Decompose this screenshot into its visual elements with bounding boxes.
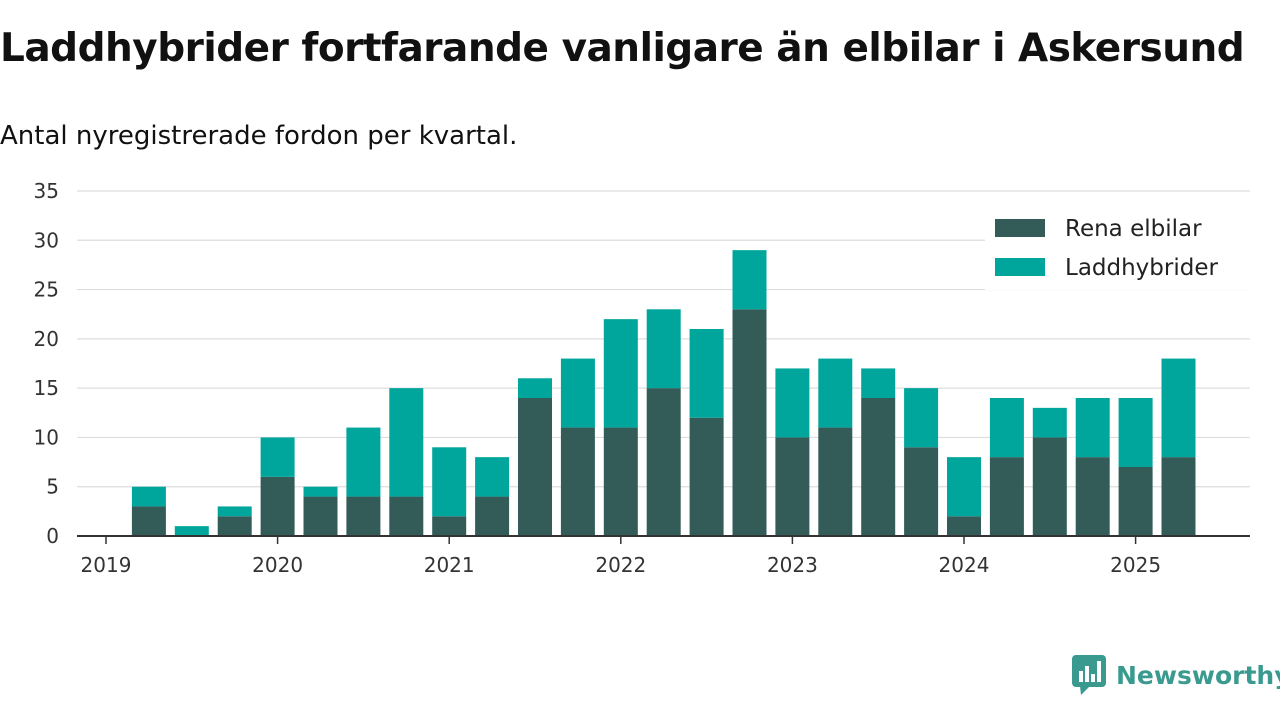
bar-laddhybrider — [131, 486, 166, 507]
bar-laddhybrider — [603, 319, 638, 428]
bar-rena-elbilar — [1032, 437, 1067, 536]
bar-laddhybrider — [1075, 398, 1110, 458]
y-tick-label: 15 — [34, 376, 59, 400]
bar-chart-speech-bubble-icon — [1072, 655, 1106, 695]
bar-rena-elbilar — [904, 447, 939, 536]
bar-rena-elbilar — [818, 427, 853, 536]
bar-rena-elbilar — [603, 427, 638, 536]
bar-laddhybrider — [989, 398, 1024, 458]
bar-rena-elbilar — [689, 417, 724, 536]
legend-swatch — [995, 219, 1045, 237]
bar-laddhybrider — [861, 368, 896, 398]
bar-rena-elbilar — [1118, 467, 1153, 536]
bar-rena-elbilar — [1161, 457, 1196, 536]
bar-laddhybrider — [389, 388, 424, 497]
y-tick-label: 35 — [34, 179, 59, 203]
x-tick-label: 2023 — [767, 553, 818, 577]
y-tick-label: 30 — [34, 228, 59, 252]
bar-rena-elbilar — [303, 496, 338, 536]
bar-rena-elbilar — [131, 506, 166, 536]
bar-laddhybrider — [432, 447, 467, 517]
bar-laddhybrider — [518, 378, 552, 398]
bar-rena-elbilar — [861, 398, 896, 536]
legend-swatch — [995, 258, 1045, 276]
x-tick-label: 2022 — [595, 553, 646, 577]
y-tick-label: 10 — [34, 425, 59, 449]
x-tick-label: 2025 — [1110, 553, 1161, 577]
y-tick-label: 0 — [46, 524, 59, 548]
bar-laddhybrider — [947, 457, 981, 517]
bar-laddhybrider — [1161, 358, 1196, 458]
bar-rena-elbilar — [775, 437, 810, 536]
bar-rena-elbilar — [947, 516, 981, 536]
bar-rena-elbilar — [989, 457, 1024, 536]
bar-rena-elbilar — [475, 496, 510, 536]
y-tick-label: 20 — [34, 327, 59, 351]
x-tick-label: 2024 — [939, 553, 990, 577]
y-tick-label: 5 — [46, 475, 59, 499]
legend: Rena elbilar Laddhybrider — [985, 206, 1250, 290]
chart-title: Laddhybrider fortfarande vanligare än el… — [0, 26, 1245, 71]
bar-laddhybrider — [1032, 407, 1067, 438]
x-tick-label: 2020 — [252, 553, 303, 577]
bar-laddhybrider — [475, 457, 510, 497]
bar-rena-elbilar — [646, 388, 681, 536]
y-axis-labels: 0 5 10 15 20 25 30 35 — [34, 179, 59, 548]
bar-rena-elbilar — [1075, 457, 1110, 536]
bar-rena-elbilar — [560, 427, 595, 536]
bar-laddhybrider — [346, 427, 381, 497]
bar-rena-elbilar — [732, 309, 767, 536]
newsworthy-logo: Newsworthy — [1072, 655, 1280, 695]
bar-rena-elbilar — [346, 496, 381, 536]
bar-laddhybrider — [775, 368, 810, 438]
bar-rena-elbilar — [518, 398, 552, 536]
legend-label: Laddhybrider — [1065, 255, 1218, 281]
bar-laddhybrider — [217, 506, 252, 517]
bar-laddhybrider — [689, 329, 724, 418]
bars — [131, 250, 1196, 536]
chart-subtitle: Antal nyregistrerade fordon per kvartal. — [0, 121, 518, 151]
bar-laddhybrider — [646, 309, 681, 389]
x-tick-label: 2019 — [81, 553, 132, 577]
brand-name: Newsworthy — [1116, 660, 1280, 690]
x-axis: 2019 2020 2021 2022 2023 2024 2025 — [77, 535, 1250, 577]
x-tick-label: 2021 — [424, 553, 475, 577]
bar-laddhybrider — [260, 437, 295, 477]
legend-label: Rena elbilar — [1065, 216, 1202, 242]
bar-laddhybrider — [303, 486, 338, 497]
bar-rena-elbilar — [432, 516, 467, 536]
bar-rena-elbilar — [260, 476, 295, 536]
bar-rena-elbilar — [389, 496, 424, 536]
bar-laddhybrider — [1118, 398, 1153, 467]
bar-rena-elbilar — [217, 516, 252, 536]
bar-laddhybrider — [560, 358, 595, 428]
bar-laddhybrider — [174, 526, 209, 536]
y-tick-label: 25 — [34, 278, 59, 302]
bar-laddhybrider — [732, 250, 767, 310]
bar-laddhybrider — [818, 358, 853, 428]
bar-laddhybrider — [904, 388, 939, 448]
